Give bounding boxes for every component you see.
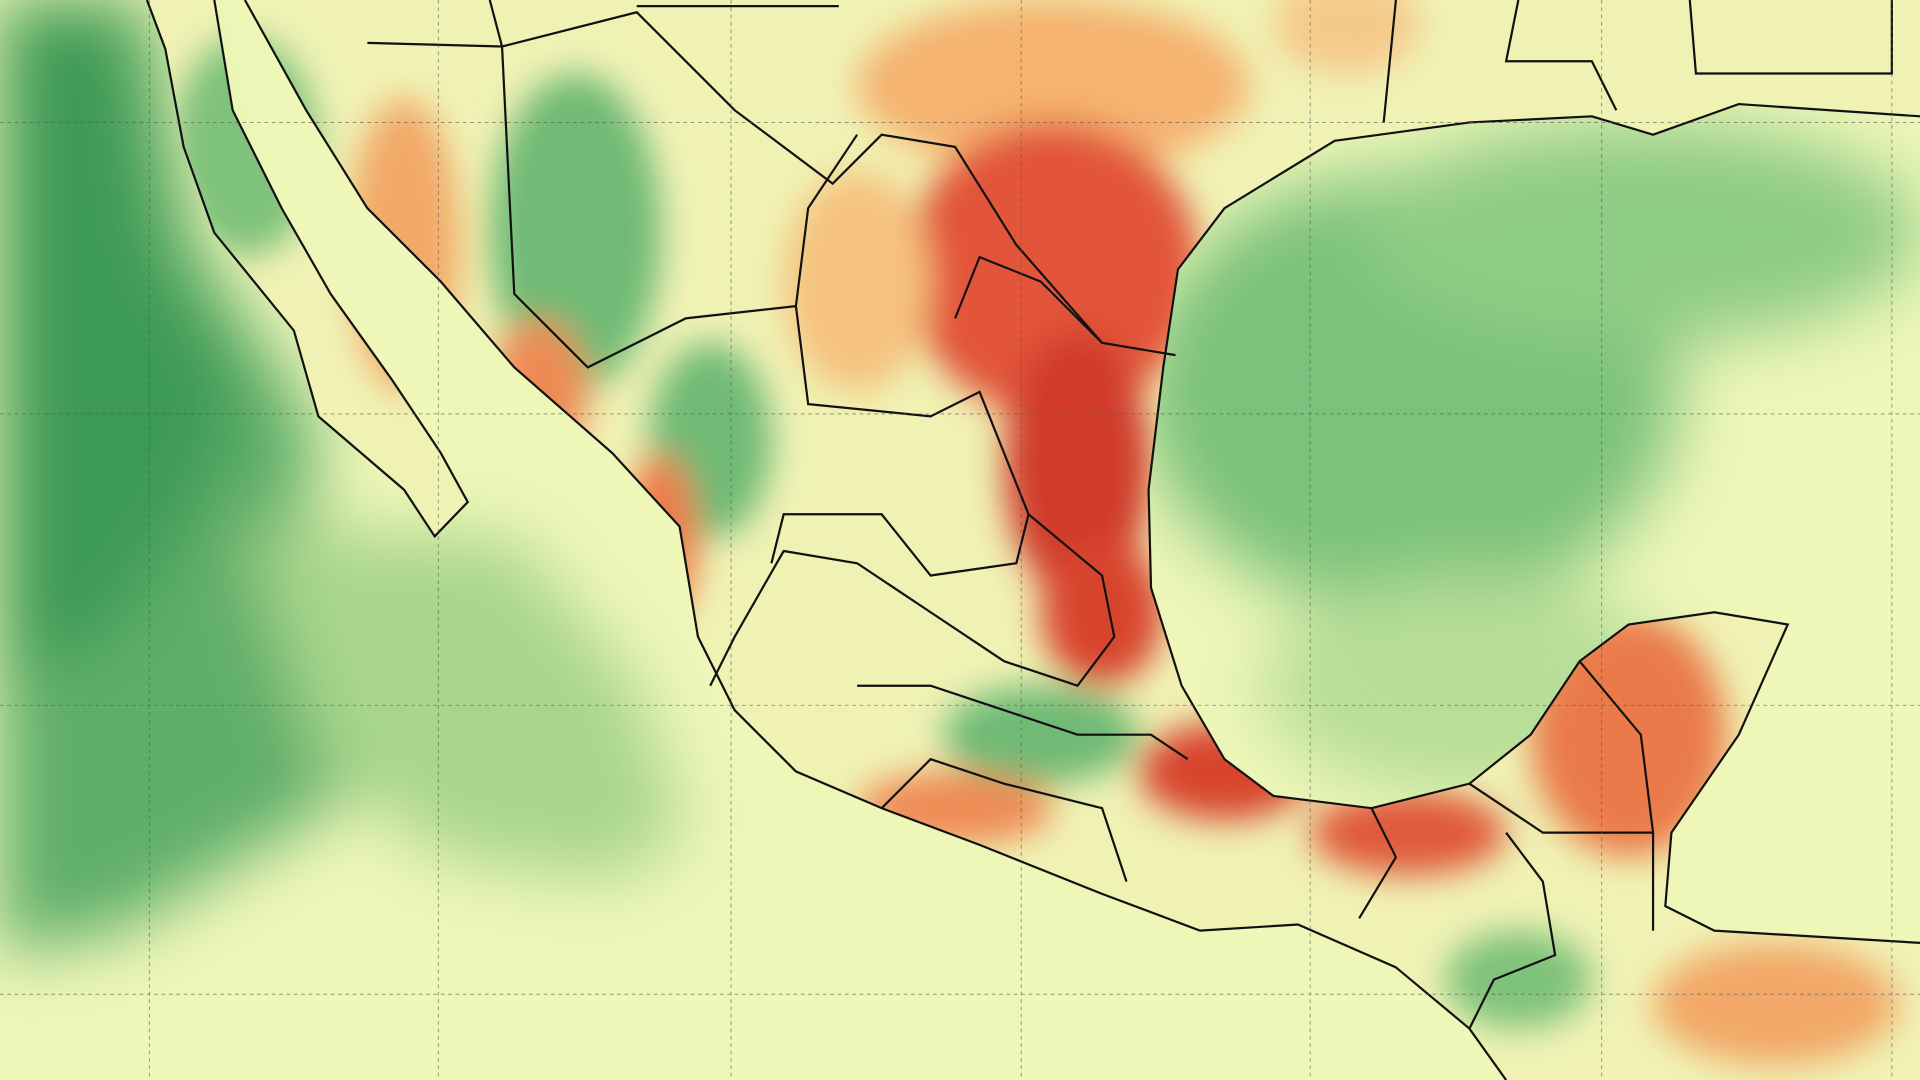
borders — [145, 0, 1920, 1080]
ocean-shading — [0, 0, 1920, 956]
